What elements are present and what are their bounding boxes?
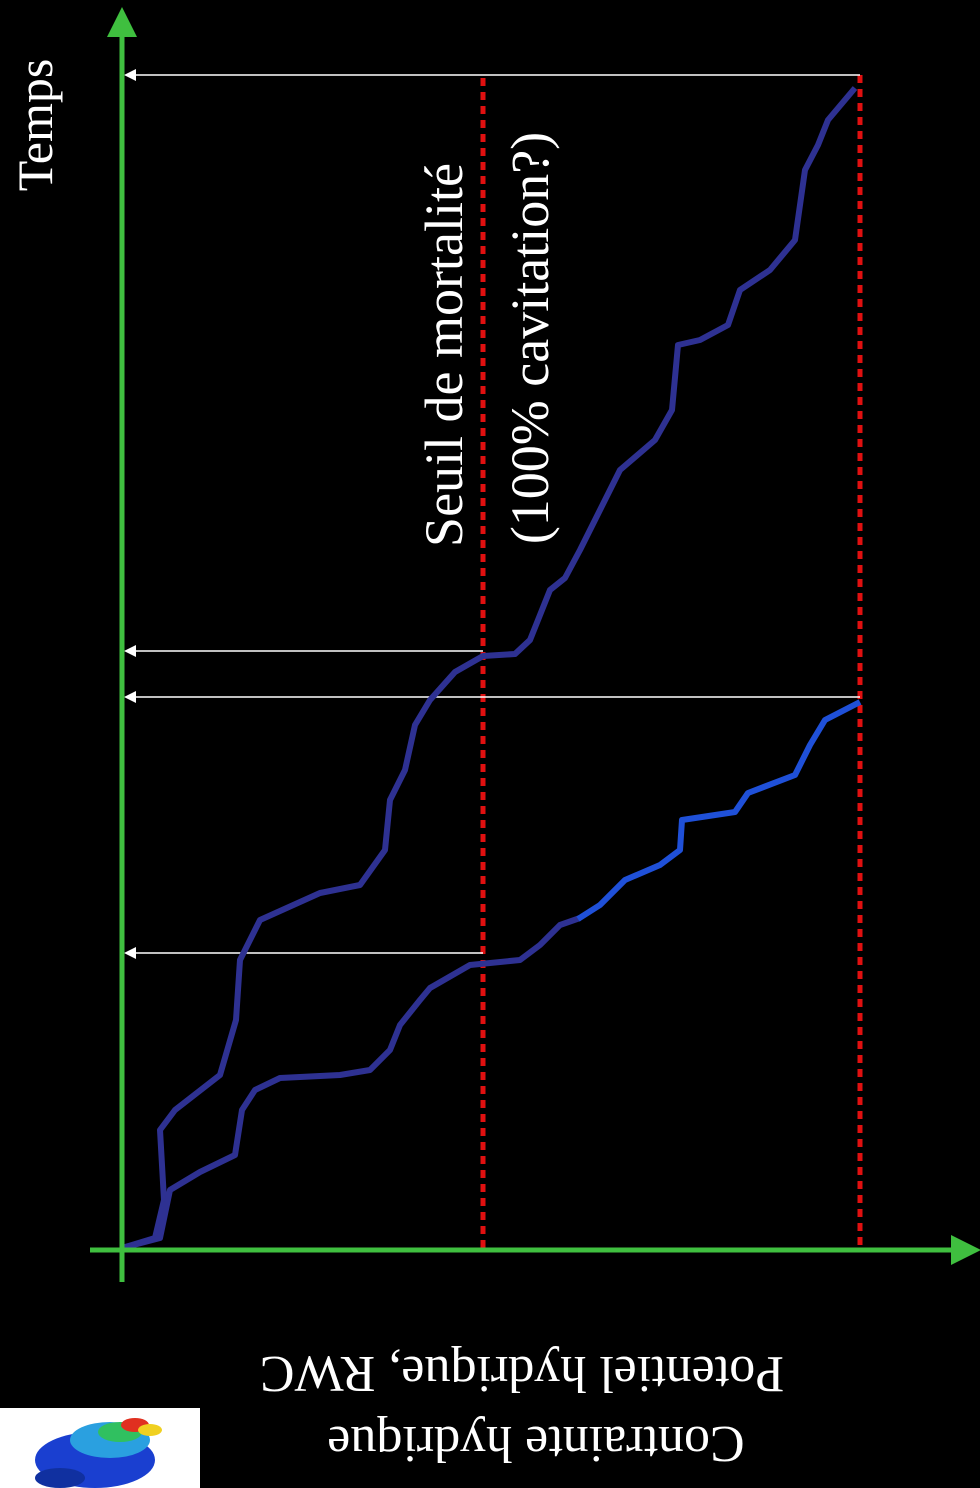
x-axis-label: Potentiel hydrique, RWC	[260, 1345, 784, 1402]
threshold-label: (100% cavitation?)	[500, 132, 560, 544]
curve	[121, 915, 581, 1251]
curve	[121, 86, 858, 1251]
threshold-label: Seuil de mortalité	[414, 163, 474, 547]
x-axis-label: Contrainte hydrique	[327, 1415, 744, 1472]
y-axis-label: Temps	[7, 59, 63, 192]
thumbnail	[0, 1408, 200, 1488]
curve	[576, 699, 862, 922]
